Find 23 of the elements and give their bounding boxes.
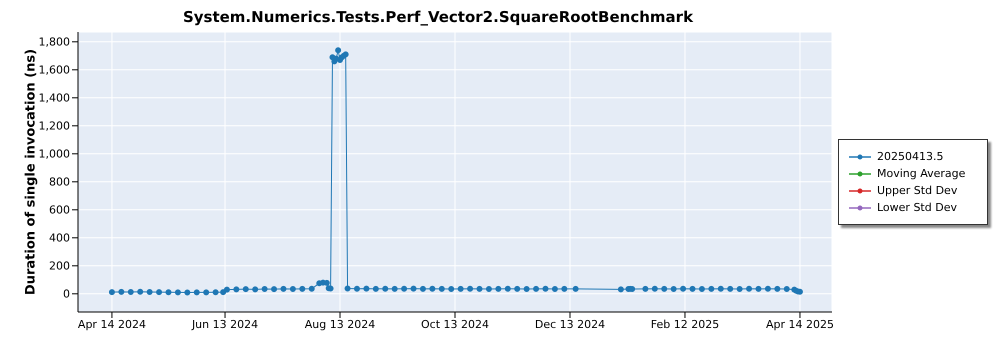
chart-title: System.Numerics.Tests.Perf_Vector2.SquareRootBenchmark (182, 8, 694, 26)
y-tick-label: 1,400 (38, 92, 70, 105)
x-tick-label: Feb 12 2025 (650, 318, 720, 331)
y-tick-label: 1,600 (38, 64, 70, 77)
y-tick-label: 600 (49, 204, 70, 217)
legend-label: Upper Std Dev (877, 184, 958, 197)
y-tick-label: 0 (63, 288, 70, 301)
x-tick-label: Apr 14 2024 (78, 318, 146, 331)
x-tick-label: Oct 13 2024 (420, 318, 490, 331)
x-tick-label: Jun 13 2024 (190, 318, 258, 331)
x-tick-label: Apr 14 2025 (766, 318, 834, 331)
y-axis-title: Duration of single invocation (ns) (24, 48, 39, 296)
y-tick-label: 1,200 (38, 120, 70, 133)
x-tick-label: Dec 13 2024 (534, 318, 606, 331)
y-tick-label: 200 (49, 260, 70, 273)
y-tick-label: 400 (49, 232, 70, 245)
legend-label: Moving Average (877, 167, 966, 180)
legend-label: 20250413.5 (877, 150, 944, 163)
x-tick-label: Aug 13 2024 (304, 318, 376, 331)
y-tick-label: 1,800 (38, 36, 70, 49)
y-tick-label: 800 (49, 176, 70, 189)
legend-label: Lower Std Dev (877, 201, 957, 214)
y-tick-label: 1,000 (38, 148, 70, 161)
